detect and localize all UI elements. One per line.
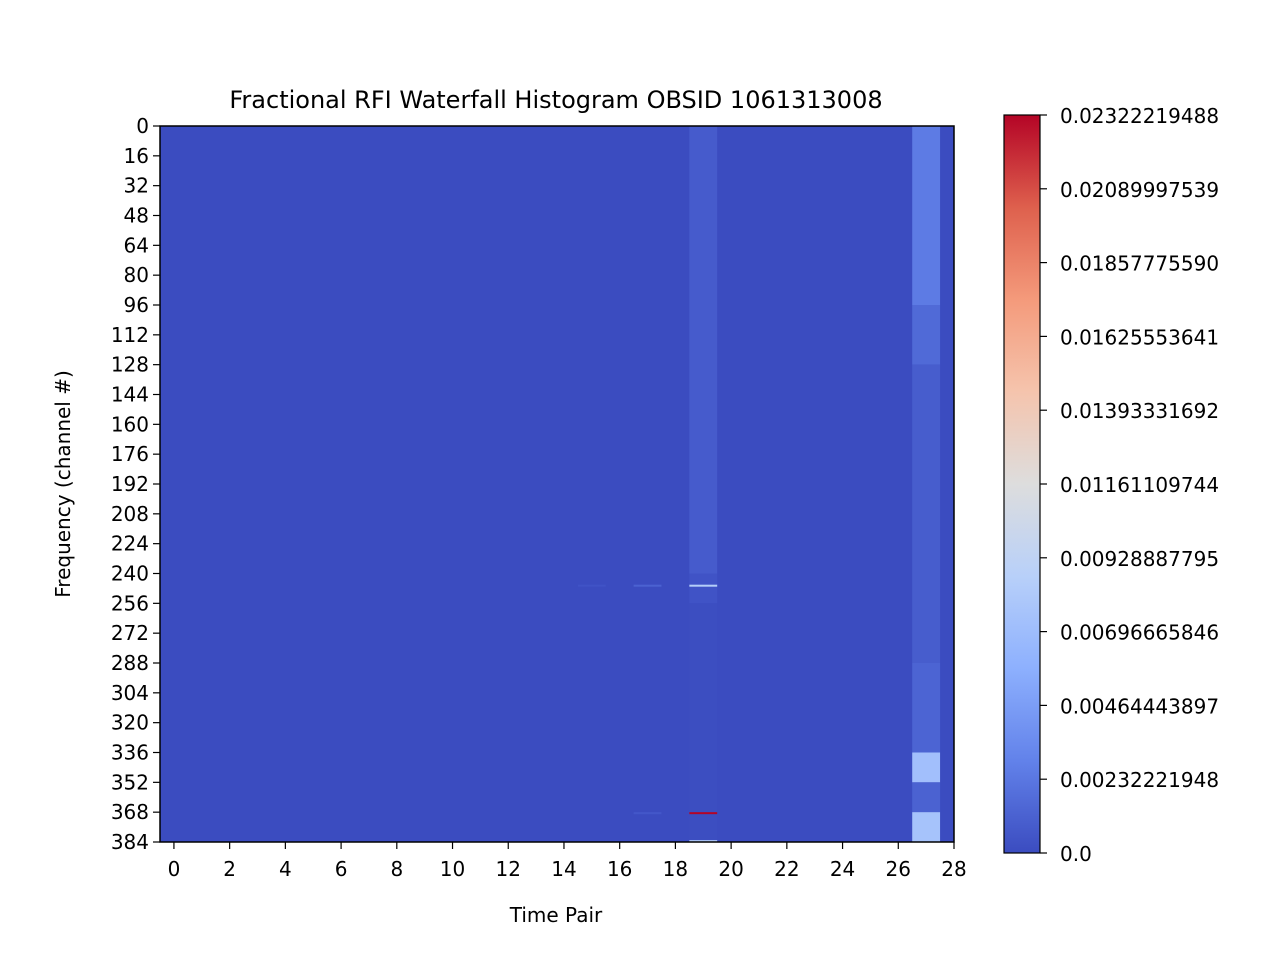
- y-tick-label: 48: [124, 204, 149, 228]
- y-tick-label: 176: [111, 442, 149, 466]
- heatmap-cell: [689, 126, 718, 574]
- x-tick-label: 6: [335, 857, 348, 881]
- y-tick-label: 192: [111, 472, 149, 496]
- colorbar-tick-label: 0.01161109744: [1060, 473, 1219, 497]
- y-tick-label: 288: [111, 651, 149, 675]
- y-tick-label: 384: [111, 830, 149, 854]
- heatmap-background: [160, 126, 954, 842]
- heatmap-hot-cell: [689, 584, 718, 587]
- y-tick-label: 64: [124, 233, 149, 257]
- x-tick-label: 20: [718, 857, 743, 881]
- y-axis-label: Frequency (channel #): [51, 370, 75, 598]
- colorbar-tick-label: 0.01625553641: [1060, 325, 1219, 349]
- y-tick-label: 240: [111, 562, 149, 586]
- x-axis: 0 2 4 6 8 10 12 14 16 18 20 22 24 26 28: [168, 842, 967, 881]
- colorbar-tick-label: 0.02089997539: [1060, 178, 1219, 202]
- y-tick-label: 160: [111, 412, 149, 436]
- colorbar-ticks: 0.0 0.00232221948 0.00464443897 0.006966658…: [1040, 104, 1219, 866]
- y-tick-label: 224: [111, 532, 149, 556]
- y-tick-label: 352: [111, 770, 149, 794]
- y-tick-label: 256: [111, 591, 149, 615]
- chart-title: Fractional RFI Waterfall Histogram OBSID…: [229, 86, 882, 114]
- heatmap-cell: [912, 752, 941, 783]
- y-tick-label: 336: [111, 741, 149, 765]
- colorbar-tick-label: 0.00928887795: [1060, 547, 1219, 571]
- y-tick-label: 16: [124, 144, 149, 168]
- x-tick-label: 24: [830, 857, 855, 881]
- heatmap: [160, 126, 954, 843]
- colorbar-tick-label: 0.00464443897: [1060, 694, 1219, 718]
- x-tick-label: 0: [168, 857, 181, 881]
- colorbar-tick-label: 0.00232221948: [1060, 768, 1219, 792]
- y-tick-label: 304: [111, 681, 149, 705]
- y-tick-label: 144: [111, 383, 149, 407]
- x-axis-label: Time Pair: [509, 903, 603, 927]
- y-axis: 0 16 32 48 64 80 96 112 128 144 160 176 192 208 224 240…: [111, 114, 160, 854]
- y-tick-label: 112: [111, 323, 149, 347]
- x-tick-label: 10: [440, 857, 465, 881]
- heatmap-cell: [912, 126, 941, 305]
- heatmap-cell: [912, 305, 941, 365]
- y-tick-label: 320: [111, 711, 149, 735]
- x-tick-label: 18: [663, 857, 688, 881]
- y-tick-label: 128: [111, 353, 149, 377]
- x-tick-label: 22: [774, 857, 799, 881]
- heatmap-cell: [912, 812, 941, 842]
- y-tick-label: 208: [111, 502, 149, 526]
- colorbar-tick-label: 0.01857775590: [1060, 252, 1219, 276]
- y-tick-label: 80: [124, 263, 149, 287]
- y-tick-label: 272: [111, 621, 149, 645]
- heatmap-cell: [912, 364, 941, 663]
- y-tick-label: 32: [124, 174, 149, 198]
- colorbar-tick-label: 0.01393331692: [1060, 399, 1219, 423]
- heatmap-hot-cell: [633, 812, 662, 815]
- x-tick-label: 12: [496, 857, 521, 881]
- heatmap-hot-cell: [577, 584, 606, 587]
- heatmap-hot-cell: [689, 840, 718, 843]
- y-tick-label: 96: [124, 293, 149, 317]
- x-tick-label: 14: [551, 857, 576, 881]
- x-tick-label: 28: [941, 857, 966, 881]
- x-tick-label: 8: [390, 857, 403, 881]
- heatmap-cell: [689, 573, 718, 604]
- x-tick-label: 2: [223, 857, 236, 881]
- colorbar: [1003, 114, 1041, 854]
- heatmap-cell: [912, 663, 941, 753]
- colorbar-tick-label: 0.0: [1060, 842, 1092, 866]
- x-tick-label: 26: [886, 857, 911, 881]
- x-tick-label: 16: [607, 857, 632, 881]
- y-tick-label: 368: [111, 800, 149, 824]
- heatmap-cell: [689, 603, 718, 842]
- x-tick-label: 4: [279, 857, 292, 881]
- y-tick-label: 0: [136, 114, 149, 138]
- heatmap-cell: [912, 782, 941, 813]
- colorbar-tick-label: 0.00696665846: [1060, 621, 1219, 645]
- heatmap-hot-cell: [633, 584, 662, 587]
- heatmap-hot-cell: [689, 812, 718, 815]
- colorbar-tick-label: 0.02322219488: [1060, 104, 1219, 128]
